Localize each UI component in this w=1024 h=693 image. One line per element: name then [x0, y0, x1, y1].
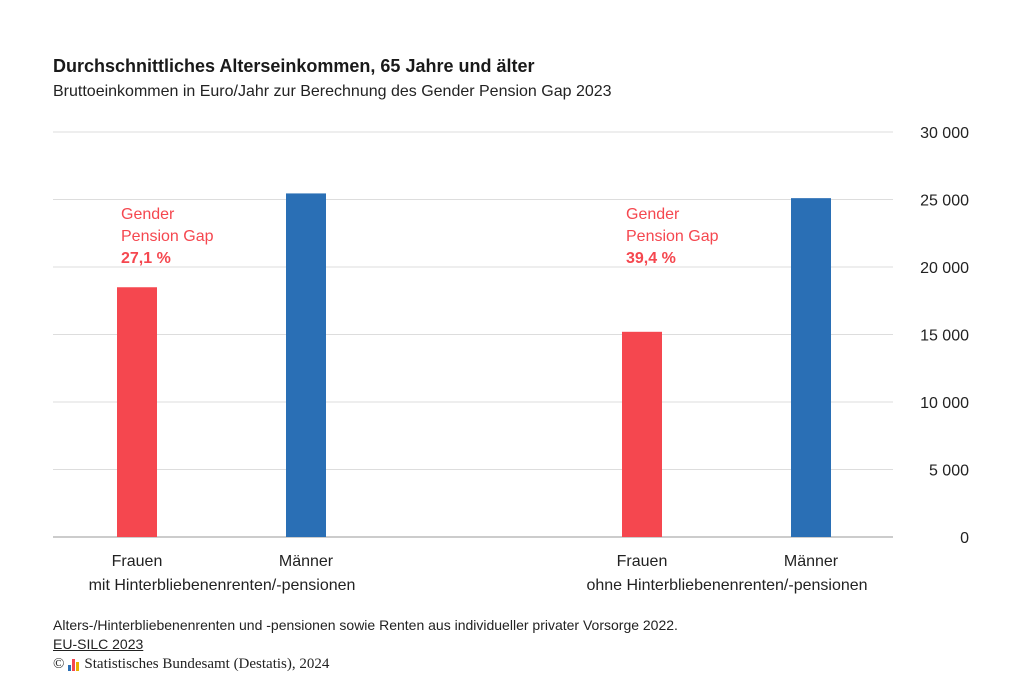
- bar-frauen: [622, 331, 662, 537]
- gap-annotation-label: Gender: [121, 206, 175, 223]
- gap-value-label: 27,1 %: [121, 250, 171, 267]
- chart-subtitle: Bruttoeinkommen in Euro/Jahr zur Berechn…: [53, 83, 612, 100]
- copyright-symbol: ©: [53, 656, 65, 672]
- x-category-label: Männer: [279, 553, 334, 570]
- x-category-label: Frauen: [112, 553, 163, 570]
- bar-maenner: [286, 193, 326, 538]
- y-tick-label: 10 000: [920, 395, 969, 412]
- destatis-logo-icon: [68, 658, 80, 671]
- y-tick-label: 5 000: [929, 463, 969, 480]
- y-tick-label: 25 000: [920, 193, 969, 210]
- gap-annotation-label: Pension Gap: [626, 228, 719, 245]
- x-category-label: Männer: [784, 553, 839, 570]
- y-tick-label: 0: [960, 530, 969, 547]
- gap-annotation-label: Gender: [626, 206, 680, 223]
- bar-frauen: [117, 287, 157, 537]
- y-tick-label: 20 000: [920, 260, 969, 277]
- chart-title: Durchschnittliches Alterseinkommen, 65 J…: [53, 56, 535, 76]
- x-group-label: ohne Hinterbliebenenrenten/-pensionen: [586, 577, 867, 594]
- x-group-label: mit Hinterbliebenenrenten/-pensionen: [89, 577, 356, 594]
- bar-chart: 0 5 000 10 000 15 000 20 000 25 000 30 000 Frau…: [53, 125, 969, 594]
- bar-maenner: [791, 198, 831, 537]
- copyright-line: © Statistisches Bundesamt (Destatis), 20…: [53, 656, 329, 673]
- publisher: Statistisches Bundesamt (Destatis), 2024: [84, 656, 330, 672]
- source-link[interactable]: EU-SILC 2023: [53, 636, 144, 652]
- y-tick-label: 30 000: [920, 125, 969, 142]
- x-category-label: Frauen: [617, 553, 668, 570]
- gap-annotation-label: Pension Gap: [121, 228, 214, 245]
- footnote: Alters-/Hinterbliebenenrenten und -pensi…: [53, 617, 678, 633]
- gap-value-label: 39,4 %: [626, 250, 676, 267]
- y-tick-label: 15 000: [920, 328, 969, 345]
